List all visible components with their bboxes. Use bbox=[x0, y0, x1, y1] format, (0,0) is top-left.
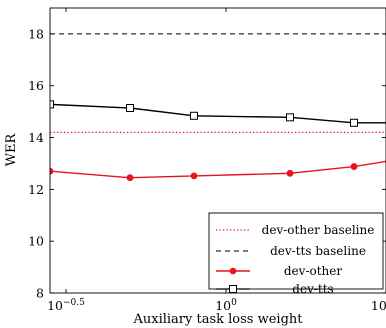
y-tick-label: 16 bbox=[28, 78, 44, 93]
series-line-dev-tts bbox=[50, 103, 386, 124]
legend-marker-dev-tts bbox=[229, 285, 237, 293]
legend-marker-dev-other bbox=[229, 267, 237, 275]
legend-label-dev-other: dev-other bbox=[284, 264, 342, 278]
data-point-dev-other bbox=[50, 167, 54, 175]
x-tick-label: 10−0.5 bbox=[47, 298, 85, 313]
y-tick-label: 18 bbox=[28, 26, 44, 41]
legend-label-dev-tts: dev-tts bbox=[292, 282, 333, 296]
data-point-dev-tts bbox=[286, 113, 295, 122]
y-tick-label: 14 bbox=[28, 130, 44, 145]
y-axis-label: WER bbox=[4, 132, 19, 166]
data-point-dev-other bbox=[190, 172, 198, 180]
y-tick-label: 12 bbox=[28, 182, 44, 197]
x-axis-label: Auxiliary task loss weight bbox=[132, 312, 303, 327]
legend: dev-other baseline dev-tts baseline dev-… bbox=[208, 212, 384, 296]
data-point-dev-other bbox=[126, 174, 134, 182]
legend-label-dev-tts-baseline: dev-tts baseline bbox=[270, 244, 366, 258]
x-tick-label: 100 bbox=[215, 298, 237, 313]
x-tick-label: 100.5 bbox=[371, 298, 386, 313]
y-tick-label: 10 bbox=[28, 234, 44, 249]
plot-frame bbox=[49, 7, 386, 294]
y-tick-label: 8 bbox=[36, 286, 44, 301]
data-point-dev-other bbox=[286, 169, 294, 177]
data-point-dev-other bbox=[350, 163, 358, 170]
series-line-dev-other bbox=[50, 160, 386, 179]
data-point-dev-tts bbox=[350, 118, 359, 127]
legend-label-dev-other-baseline: dev-other baseline bbox=[262, 223, 375, 237]
data-point-dev-tts bbox=[50, 100, 54, 109]
data-point-dev-tts bbox=[126, 104, 135, 113]
data-point-dev-tts bbox=[190, 111, 199, 120]
